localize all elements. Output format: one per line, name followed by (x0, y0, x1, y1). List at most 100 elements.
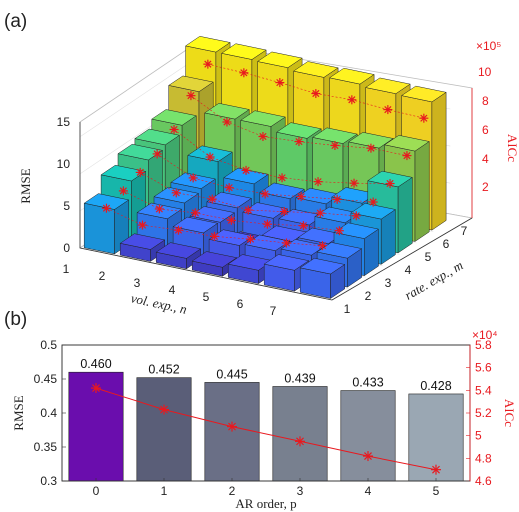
panel-b-aicc-marker (431, 464, 441, 475)
panel-a-aicc-marker (317, 241, 327, 251)
panel-a-label: (a) (4, 11, 27, 32)
panel-a-aicc-marker (366, 143, 376, 153)
panel-a-aicc-marker (385, 179, 395, 189)
panel-b-right-tick: 5.8 (475, 338, 492, 352)
panel-b-exponent: ×10⁴ (472, 328, 498, 342)
panel-a-x-tick: 5 (203, 290, 210, 304)
panel-b-bar (68, 371, 124, 482)
panel-a-z-tick: 10 (57, 157, 71, 171)
panel-b-y-tick: 0.4 (40, 406, 57, 420)
panel-a-x-axis (79, 247, 333, 301)
panel-a-aicc-marker (402, 151, 412, 161)
panel-a-bar (155, 242, 202, 270)
panel-b-aicc-marker (363, 451, 373, 462)
panel-b-ticks: 0 1 2 3 4 5 0.3 0.35 0.4 0.45 0.5 4.6 4.8 5 5.2 5.4 5.6 5… (34, 338, 492, 498)
panel-a-aicc-marker (224, 183, 234, 193)
panel-a-right-tick: 4 (482, 152, 489, 166)
panel-b-value-label: 0.433 (352, 376, 383, 390)
panel-b-x-tick: 1 (161, 484, 168, 498)
panel-a-aicc-marker (277, 173, 287, 183)
panel-b-right-tick: 5.6 (475, 361, 492, 375)
panel-b-right-tick: 5.4 (475, 383, 492, 397)
panel-a-y-tick: 1 (344, 302, 351, 316)
panel-a-right-tick: 8 (482, 94, 489, 108)
panel-a-aicc-marker (258, 132, 268, 142)
panel-a-aicc-marker (207, 194, 217, 204)
panel-a-aicc-series (101, 59, 429, 251)
panel-a-x-tick: 2 (99, 269, 106, 283)
panel-a-aicc-marker (368, 197, 378, 207)
panel-b-y-tick: 0.3 (40, 474, 57, 488)
panel-b-value-label: 0.460 (80, 357, 111, 371)
panel-a-y-axis (331, 217, 473, 301)
panel-a-aicc-marker (205, 152, 215, 162)
panel-a-z-tick: 5 (63, 199, 70, 213)
panel-a-aicc-marker (209, 231, 219, 241)
panel-a-aicc-marker (330, 140, 340, 150)
panel-a-z-tick: 15 (57, 115, 71, 129)
panel-b-x-tick: 0 (93, 484, 100, 498)
panel-a-aicc-marker (351, 211, 361, 221)
panel-a-aicc-marker (241, 165, 251, 175)
panel-b-aicc-marker (91, 383, 101, 394)
panel-a-x-tick: 3 (134, 276, 141, 290)
panel-b-bar (272, 386, 328, 482)
panel-a-aicc-marker (203, 59, 213, 69)
panel-b-x-label: AR order, p (235, 496, 296, 511)
panel-b-bar (340, 390, 396, 482)
panel-b-aicc-marker (295, 436, 305, 447)
panel-b-bars: 0.460 0.452 0.445 0.439 0.433 0.428 (68, 357, 464, 482)
panel-b-plot-area (61, 344, 471, 482)
panel-a-aicc-marker (311, 89, 321, 99)
panel-a-aicc-marker (294, 137, 304, 147)
panel-b-value-label: 0.452 (148, 363, 179, 377)
panel-a-aicc-marker (154, 204, 164, 214)
panel-a-y-tick: 3 (385, 276, 392, 290)
panel-a-aicc-marker (419, 113, 429, 123)
panel-a-aicc-marker (188, 173, 198, 183)
panel-a-aicc-marker (190, 208, 200, 218)
panel-a-aicc-marker (281, 238, 291, 248)
panel-b-y-tick: 0.35 (34, 440, 58, 454)
panel-b-y-tick: 0.45 (34, 372, 58, 386)
panel-a-aicc-marker (171, 188, 181, 198)
panel-a-right-tick: 6 (482, 123, 489, 137)
panel-a-x-tick: 6 (237, 297, 244, 311)
panel-a-aicc-marker (383, 105, 393, 115)
panel-b-label: (b) (4, 309, 27, 330)
panel-a-x-tick: 7 (270, 304, 277, 318)
panel-b-right-label: AICc (502, 399, 517, 427)
panel-a-aicc-marker (101, 203, 111, 213)
panel-a-right-label: AICc (505, 134, 519, 162)
panel-a-aicc-marker (260, 189, 270, 199)
panel-a-aicc-marker (222, 117, 232, 127)
panel-a-y-tick: 5 (425, 250, 432, 264)
panel-a-aicc-marker (137, 220, 147, 230)
panel-b-right-tick: 4.8 (475, 451, 492, 465)
panel-a-aicc-marker (118, 186, 128, 196)
panel-b-right-tick: 4.6 (475, 474, 492, 488)
panel-b-aicc-marker (227, 421, 237, 432)
panel-a-aicc-marker (334, 226, 344, 236)
panel-a-aicc-marker (315, 208, 325, 218)
panel-b-x-tick: 3 (297, 484, 304, 498)
panel-a-aicc-marker (226, 215, 236, 225)
panel-b-aicc-marker (159, 404, 169, 415)
panel-a-aicc-marker (349, 178, 359, 188)
panel-b-y-tick: 0.5 (40, 338, 57, 352)
panel-a-aicc-marker (239, 68, 249, 78)
panel-b-aicc-series (91, 383, 441, 475)
panel-b-aicc-line (95, 387, 437, 471)
panel-a-aicc-marker (245, 234, 255, 244)
panel-a-y-tick: 6 (443, 237, 450, 251)
panel-a-aicc-marker (296, 192, 306, 202)
panel-a-aicc-marker (347, 95, 357, 105)
panel-a-aicc-marker (173, 225, 183, 235)
panel-b-bar (136, 377, 192, 482)
panel-b-y-label: RMSE (11, 395, 26, 430)
panel-a-exponent: ×10⁵ (476, 39, 501, 53)
panel-a-x-tick: 1 (63, 262, 70, 276)
panel-a-aicc-marker (275, 78, 285, 88)
panel-a-aicc-marker (135, 167, 145, 177)
